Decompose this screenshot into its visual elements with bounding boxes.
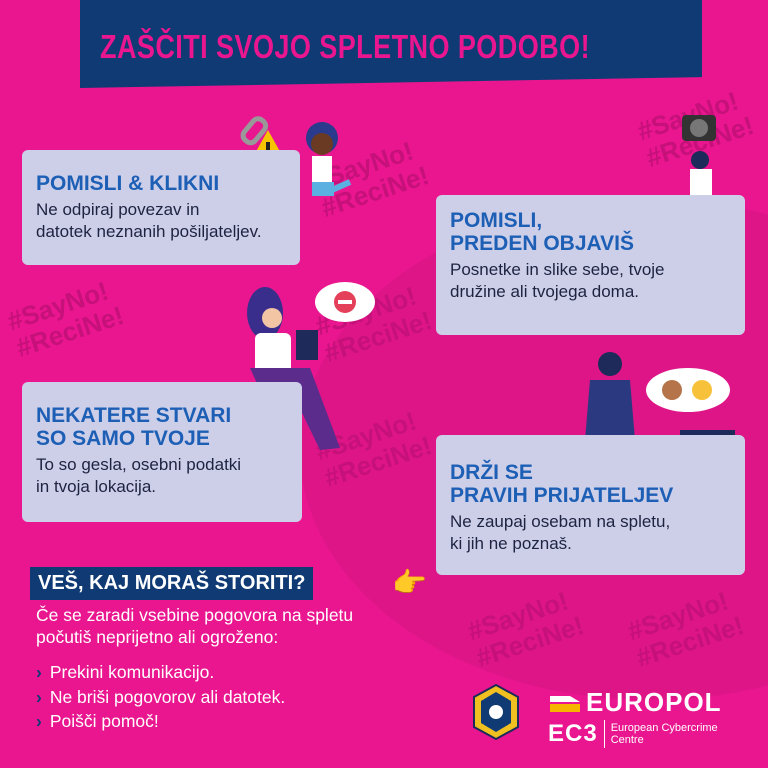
ec3-wordmark: EC3 xyxy=(548,720,605,748)
card-title: POMISLI & KLIKNI xyxy=(36,172,220,195)
card-text: To so gesla, osebni podatki in tvoja lok… xyxy=(36,455,242,496)
card-text: Ne odpiraj povezav in datotek neznanih p… xyxy=(36,200,262,241)
card-text: Ne zaupaj osebam na spletu, ki jih ne po… xyxy=(450,512,671,553)
card-think-and-click: POMISLI & KLIKNI Ne odpiraj povezav in d… xyxy=(22,150,300,265)
card-think-before-posting: POMISLI, PREDEN OBJAVIŠ Posnetke in slik… xyxy=(436,195,745,335)
chevron-right-icon: › xyxy=(36,686,42,707)
europol-logo: EUROPOL EC3 European Cybercrime Centre xyxy=(548,687,722,748)
action-intro: Če se zaradi vsebine pogovora na spletu … xyxy=(36,605,354,647)
card-title: POMISLI, PREDEN OBJAVIŠ xyxy=(450,209,634,255)
step-text: Poišči pomoč! xyxy=(49,711,159,731)
page-title: ZAŠČITI SVOJO SPLETNO PODOBO! xyxy=(100,28,591,65)
action-heading-text: VEŠ, KAJ MORAŠ STORITI? xyxy=(38,572,306,594)
card-title: DRŽI SE PRAVIH PRIJATELJEV xyxy=(450,461,674,507)
action-steps: › Prekini komunikacijo. › Ne briši pogovor… xyxy=(36,660,285,734)
list-item: › Poišči pomoč! xyxy=(36,709,285,734)
step-text: Ne briši pogovorov ali datotek. xyxy=(49,686,286,707)
pointing-hand-icon: 👉 xyxy=(392,567,427,598)
card-some-things-are-yours: NEKATERE STVARI SO SAMO TVOJE To so gesl… xyxy=(22,382,302,522)
watermark: #SayNo! #ReciNe! xyxy=(3,275,128,363)
europol-wordmark: EUROPOL xyxy=(586,687,722,717)
europol-emblem-icon xyxy=(550,695,580,712)
list-item: › Prekini komunikacijo. xyxy=(36,660,285,685)
step-text: Prekini komunikacijo. xyxy=(49,662,215,682)
action-heading: VEŠ, KAJ MORAŠ STORITI? xyxy=(30,567,314,600)
chevron-right-icon: › xyxy=(36,662,42,682)
police-logo xyxy=(473,683,519,741)
card-text: Posnetke in slike sebe, tvoje družine al… xyxy=(450,260,665,301)
card-title: NEKATERE STVARI SO SAMO TVOJE xyxy=(36,404,232,450)
list-item: › Ne briši pogovorov ali datotek. xyxy=(36,685,285,710)
chevron-right-icon: › xyxy=(36,711,42,731)
ec3-name: European Cybercrime Centre xyxy=(610,722,718,746)
card-real-friends: DRŽI SE PRAVIH PRIJATELJEV Ne zaupaj ose… xyxy=(436,435,745,575)
